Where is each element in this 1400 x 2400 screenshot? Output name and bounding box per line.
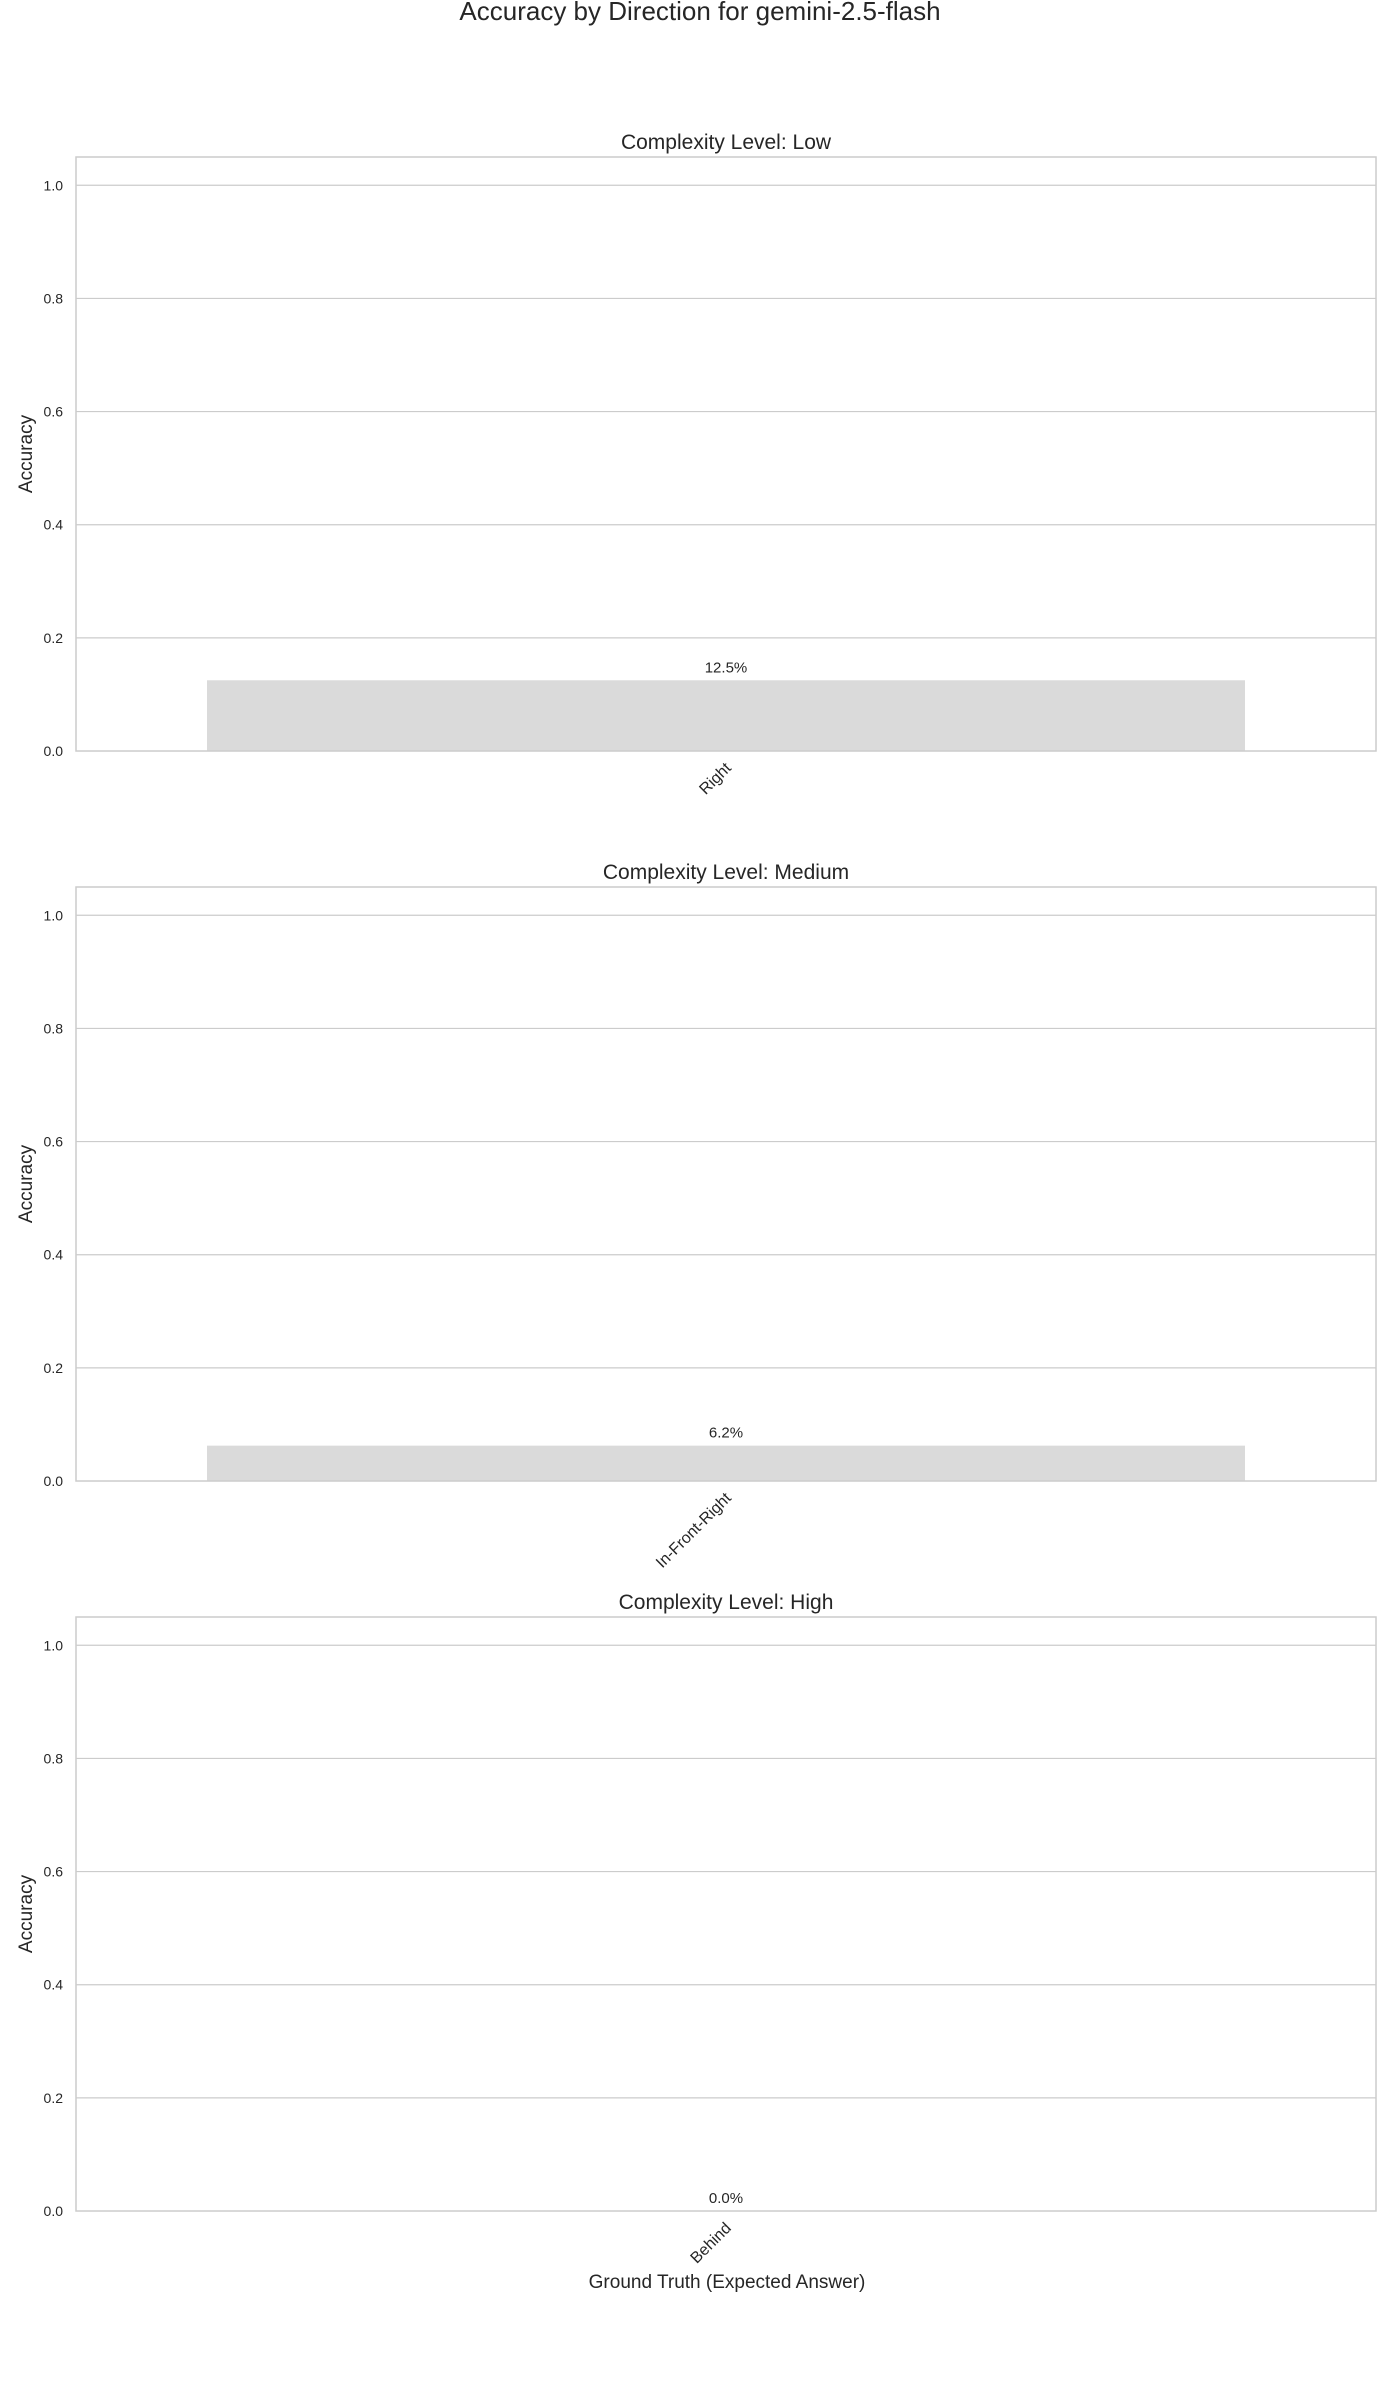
y-tick-label: 0.0 xyxy=(44,1473,64,1489)
axes-frame xyxy=(75,156,1377,752)
y-tick-label: 0.8 xyxy=(44,290,64,306)
bar xyxy=(207,1445,1245,1481)
y-tick-label: 0.4 xyxy=(44,1247,64,1263)
bar-value-label: 12.5% xyxy=(705,659,748,676)
y-tick-label: 0.0 xyxy=(44,2203,64,2219)
y-tick-label: 1.0 xyxy=(44,177,64,193)
y-tick-label: 1.0 xyxy=(44,907,64,923)
y-tick-label: 0.2 xyxy=(44,1360,64,1376)
x-tick-label: Right xyxy=(696,759,735,798)
panel-title: Complexity Level: Low xyxy=(621,131,832,154)
y-tick-label: 1.0 xyxy=(44,1637,64,1653)
y-tick-label: 0.6 xyxy=(44,404,64,420)
y-tick-label: 0.4 xyxy=(44,517,64,533)
y-axis-label: Accuracy xyxy=(16,1144,37,1223)
panel-1: 0.0 0.2 0.4 0.6 0.8 1.0 12.5% Right Complexity L… xyxy=(16,131,1377,798)
panel-3: 0.0 0.2 0.4 0.6 0.8 1.0 0.0% Behind Complexity L… xyxy=(16,1591,1377,2267)
x-tick-label: In-Front-Right xyxy=(653,1489,735,1571)
y-tick-label: 0.2 xyxy=(44,630,64,646)
y-axis-label: Accuracy xyxy=(16,414,37,493)
y-tick-label: 0.0 xyxy=(44,743,64,759)
panels: 0.0 0.2 0.4 0.6 0.8 1.0 12.5% Right Complexity L… xyxy=(16,131,1377,2267)
x-tick-label: Behind xyxy=(688,2220,735,2267)
panel-title: Complexity Level: High xyxy=(619,1591,834,1614)
y-axis-label: Accuracy xyxy=(16,1874,37,1953)
axes-frame xyxy=(75,1616,1377,2212)
y-tick-label: 0.6 xyxy=(44,1134,64,1150)
bar-value-label: 6.2% xyxy=(709,1425,743,1442)
y-tick-label: 0.2 xyxy=(44,2090,64,2106)
bar-value-label: 0.0% xyxy=(709,2190,743,2207)
y-tick-label: 0.8 xyxy=(44,1750,64,1766)
y-tick-label: 0.6 xyxy=(44,1864,64,1880)
y-tick-label: 0.8 xyxy=(44,1020,64,1036)
bar xyxy=(207,680,1245,751)
x-axis-label: Ground Truth (Expected Answer) xyxy=(589,2272,866,2293)
y-tick-label: 0.4 xyxy=(44,1977,64,1993)
panel-title: Complexity Level: Medium xyxy=(603,861,849,884)
chart-title: Accuracy by Direction for gemini-2.5-fla… xyxy=(459,0,940,26)
axes-frame xyxy=(75,886,1377,1482)
panel-2: 0.0 0.2 0.4 0.6 0.8 1.0 6.2% In-Front-Right Comp… xyxy=(16,861,1377,1572)
